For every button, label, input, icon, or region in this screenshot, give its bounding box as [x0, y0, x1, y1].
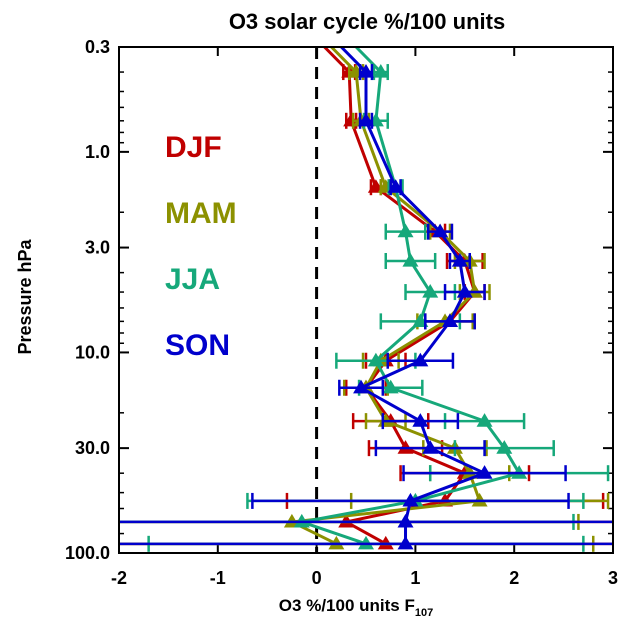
data-point-marker: [422, 440, 439, 454]
x-tick-label: 2: [509, 568, 519, 588]
data-point-marker: [451, 252, 468, 267]
data-point-marker: [441, 313, 458, 327]
x-tick-label: 1: [410, 568, 420, 588]
data-point-marker: [397, 223, 414, 238]
data-point-marker: [372, 64, 389, 78]
legend-entry: MAM: [165, 197, 237, 230]
y-axis-label: Pressure hPa: [15, 238, 35, 354]
data-point-marker: [422, 284, 439, 298]
y-tick-label: 3.0: [85, 238, 110, 258]
data-point-marker: [397, 535, 414, 550]
x-tick-label: -2: [111, 568, 127, 588]
x-axis-label-subscript: 107: [415, 607, 433, 618]
legend: DJF MAM JJA SON: [165, 131, 237, 362]
x-tick-label: 0: [312, 568, 322, 588]
series-line: [290, 47, 482, 546]
data-layer: [119, 47, 613, 552]
legend-entry: DJF: [165, 131, 222, 164]
legend-entry: SON: [165, 329, 230, 362]
x-axis-label: O3 %/100 units F107: [279, 596, 433, 618]
data-point-marker: [412, 413, 429, 427]
data-point-marker: [387, 179, 404, 193]
data-point-marker: [382, 379, 399, 394]
chart-title: O3 solar cycle %/100 units: [229, 9, 505, 34]
series-line: [323, 47, 477, 546]
y-tick-label: 1.0: [85, 142, 110, 162]
data-point-marker: [456, 284, 473, 298]
y-tick-label: 10.0: [75, 342, 110, 362]
data-point-marker: [358, 112, 374, 127]
data-point-marker: [358, 64, 374, 78]
y-tick-label: 0.3: [85, 37, 110, 57]
data-point-marker: [476, 413, 493, 427]
data-point-marker: [496, 440, 513, 454]
legend-entry: JJA: [165, 263, 220, 296]
plot-frame: [118, 46, 614, 554]
data-point-marker: [353, 379, 370, 394]
series-line: [300, 47, 521, 546]
data-point-marker: [476, 465, 493, 479]
y-tick-label: 100.0: [65, 543, 110, 563]
x-axis-label-main: O3 %/100 units F: [279, 596, 415, 615]
series-line: [340, 47, 487, 544]
data-point-marker: [432, 223, 449, 238]
x-tick-label: 3: [608, 568, 618, 588]
axes-layer: -2 -1 0 1 2 3 0.3 1.0 3.0 10.0 30.0 100.0: [65, 37, 618, 588]
x-tick-label: -1: [210, 568, 226, 588]
y-tick-label: 30.0: [75, 438, 110, 458]
data-point-marker: [402, 492, 419, 507]
data-point-marker: [402, 252, 419, 267]
data-point-marker: [397, 513, 414, 528]
data-point-marker: [412, 352, 429, 367]
data-point-marker: [367, 352, 384, 367]
